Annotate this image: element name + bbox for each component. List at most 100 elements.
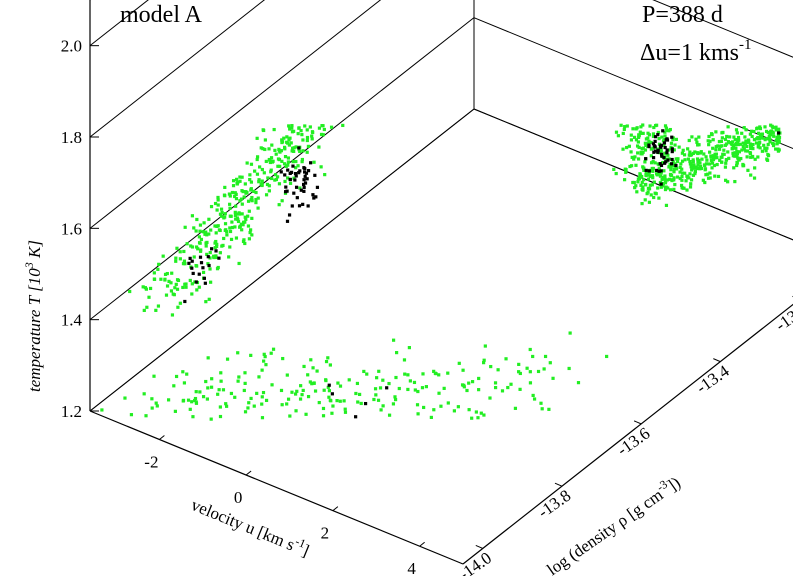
data-point — [241, 189, 245, 194]
data-point — [302, 364, 306, 369]
data-point — [305, 128, 309, 132]
data-point — [321, 124, 325, 128]
data-point — [686, 147, 690, 151]
y-tick-label: -13.4 — [693, 361, 733, 397]
data-point — [270, 143, 274, 147]
data-point — [278, 164, 282, 168]
data-point — [326, 385, 330, 389]
data-point — [640, 180, 644, 184]
data-point — [482, 358, 486, 362]
data-point — [321, 414, 326, 418]
data-point — [167, 279, 171, 283]
data-point — [293, 392, 298, 396]
data-point — [518, 371, 522, 376]
data-point — [209, 417, 213, 421]
data-point-selected — [385, 386, 389, 390]
data-point — [248, 173, 252, 177]
data-point — [736, 142, 741, 147]
data-point-selected — [664, 138, 668, 142]
data-point — [470, 380, 475, 384]
data-point — [206, 386, 210, 390]
data-point — [376, 398, 381, 402]
z-axis-label: temperature T [103 K] — [22, 240, 44, 392]
data-point-selected — [285, 189, 289, 193]
data-point — [294, 145, 298, 149]
data-point — [735, 151, 739, 155]
data-point-selected — [297, 171, 301, 175]
data-point — [300, 157, 305, 162]
data-point — [195, 264, 199, 268]
data-point — [649, 154, 653, 158]
data-point-selected — [655, 168, 659, 173]
data-point-selected — [327, 383, 331, 387]
data-point — [760, 132, 765, 136]
data-point — [674, 137, 678, 142]
data-point — [201, 270, 206, 274]
data-point — [621, 147, 625, 151]
data-point — [664, 157, 668, 161]
data-point — [416, 412, 420, 416]
data-point — [145, 305, 149, 309]
data-point — [374, 393, 378, 397]
data-point — [769, 129, 773, 133]
data-point — [373, 387, 378, 391]
data-point — [249, 353, 253, 357]
data-point — [726, 180, 730, 184]
data-point — [696, 151, 700, 156]
data-point — [420, 386, 425, 390]
x-tick-label: 2 — [321, 524, 330, 543]
x-tick — [419, 541, 425, 547]
data-point — [746, 140, 750, 144]
data-point — [181, 262, 186, 266]
data-point — [391, 402, 396, 406]
data-point — [647, 200, 652, 204]
data-point — [297, 148, 301, 152]
data-point — [636, 180, 640, 184]
data-point — [674, 167, 678, 171]
data-point — [288, 181, 293, 185]
data-point — [665, 178, 670, 182]
data-point — [482, 413, 486, 417]
data-point — [673, 143, 677, 147]
data-point — [764, 149, 768, 153]
data-point — [233, 210, 237, 214]
data-point-selected — [312, 196, 316, 200]
data-point — [165, 284, 170, 288]
data-point — [636, 151, 640, 155]
data-point — [517, 362, 521, 366]
data-point — [536, 369, 541, 374]
data-point-selected — [658, 162, 662, 166]
data-point — [283, 147, 287, 151]
data-point — [176, 278, 181, 283]
data-point — [301, 138, 305, 142]
data-point — [776, 133, 781, 137]
data-point — [257, 375, 261, 379]
data-point — [234, 204, 238, 208]
data-point — [201, 230, 205, 234]
data-point — [685, 188, 689, 192]
data-point — [321, 406, 326, 411]
data-point — [723, 165, 728, 169]
data-point — [432, 369, 436, 373]
data-point — [635, 144, 640, 148]
data-point — [649, 193, 653, 197]
data-point — [129, 413, 134, 417]
data-point — [753, 157, 757, 161]
data-point — [771, 143, 776, 148]
data-point-selected — [295, 196, 299, 200]
data-point — [255, 157, 259, 162]
data-point — [713, 156, 717, 160]
z-tick-label: 2.0 — [61, 37, 82, 56]
velocity-step-text: Δu=1 kms — [640, 40, 739, 66]
data-point — [243, 410, 248, 414]
data-point — [692, 163, 696, 167]
data-point — [327, 395, 331, 399]
data-point — [640, 201, 644, 206]
data-point — [656, 130, 660, 135]
data-point — [281, 356, 285, 361]
data-point — [745, 155, 749, 159]
data-point — [397, 386, 401, 391]
data-point — [249, 180, 254, 184]
data-point — [240, 202, 244, 206]
